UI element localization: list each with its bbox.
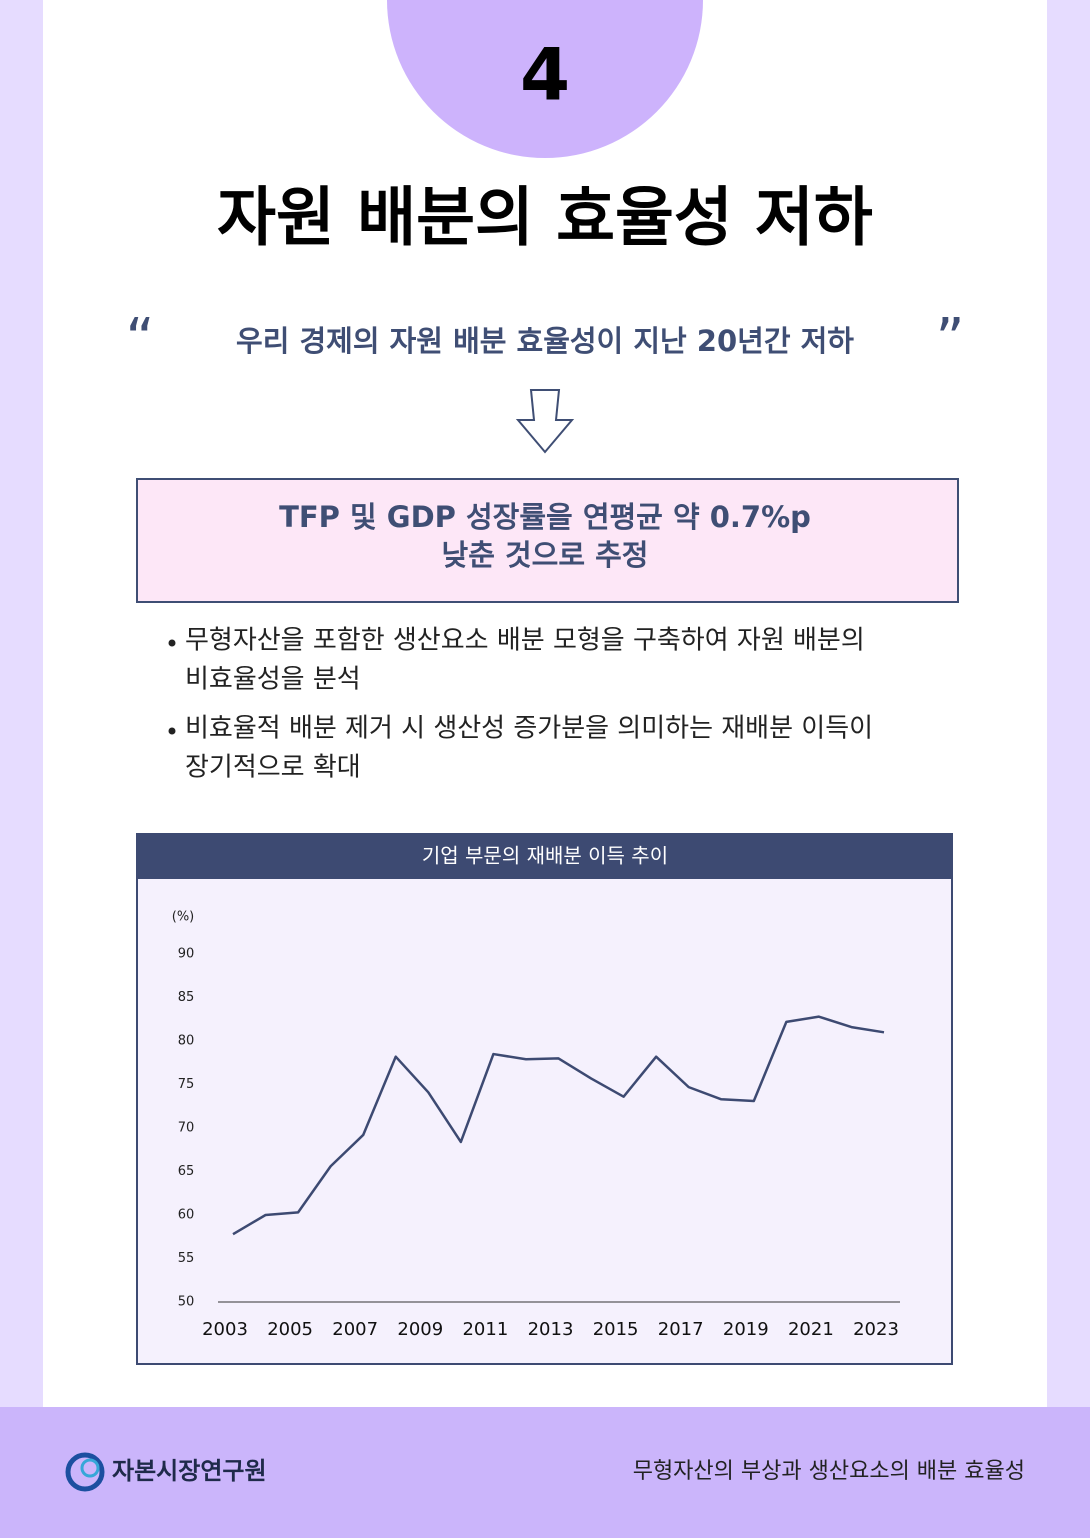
chart-header [137,834,952,879]
y-tick-label: 75 [178,1077,195,1092]
x-tick-label: 2015 [593,1319,639,1340]
y-tick-label: 70 [178,1121,195,1136]
x-tick-label: 2023 [853,1319,899,1340]
bullet-dot [168,727,176,735]
bullet-text: 비효율성을 분석 [185,665,361,695]
y-tick-label: 60 [178,1208,195,1223]
down-arrow [515,389,575,454]
y-tick-label: 85 [178,990,195,1005]
chart-frame [136,833,953,1365]
badge: 4 [520,33,570,117]
quote-text: 우리 경제의 자원 배분 효율성이 지난 20년간 저하 [236,324,854,358]
x-tick-label: 2011 [462,1319,508,1340]
x-tick-label: 2013 [528,1319,574,1340]
logo [65,1452,105,1492]
y-axis-label: (%) [172,910,195,925]
x-tick-label: 2007 [332,1319,378,1340]
x-tick-label: 2009 [397,1319,443,1340]
highlight-line: 낮춘 것으로 추정 [442,538,649,572]
highlight-box [136,478,959,603]
y-tick-label: 65 [178,1164,195,1179]
badge-circle [387,0,703,158]
data-line [232,1015,885,1236]
bullet-text: 무형자산을 포함한 생산요소 배분 모형을 구축하여 자원 배분의 [185,626,865,656]
x-tick-label: 2021 [788,1319,834,1340]
logo-inner [80,1458,100,1478]
x-tick-label: 2017 [658,1319,704,1340]
footer-org: 자본시장연구원 [112,1457,267,1485]
y-tick-label: 90 [178,947,195,962]
x-tick-label: 2003 [202,1319,248,1340]
footer-doc: 무형자산의 부상과 생산요소의 배분 효율성 [633,1459,1025,1484]
bullet-dot [168,639,176,647]
y-tick-label: 50 [178,1295,195,1310]
quote-open: “ [125,307,154,372]
highlight-line: TFP 및 GDP 성장률을 연평균 약 0.7%p [279,500,811,534]
chart-title: 기업 부문의 재배분 이득 추이 [422,844,668,868]
title: 자원 배분의 효율성 저하 [217,182,873,256]
y-tick-label: 55 [178,1251,195,1266]
footer-band [0,1407,1090,1538]
bullet-text: 비효율적 배분 제거 시 생산성 증가분을 의미하는 재배분 이득이 [185,714,873,744]
y-tick-label: 80 [178,1034,195,1049]
bullet-text: 장기적으로 확대 [185,753,361,783]
x-tick-label: 2019 [723,1319,769,1340]
quote-close: ” [935,307,964,372]
chart: 기업 부문의 재배분 이득 추이 (%) 50 55 60 65 70 75 80 85 90 2… [136,833,953,1365]
x-tick-label: 2005 [267,1319,313,1340]
